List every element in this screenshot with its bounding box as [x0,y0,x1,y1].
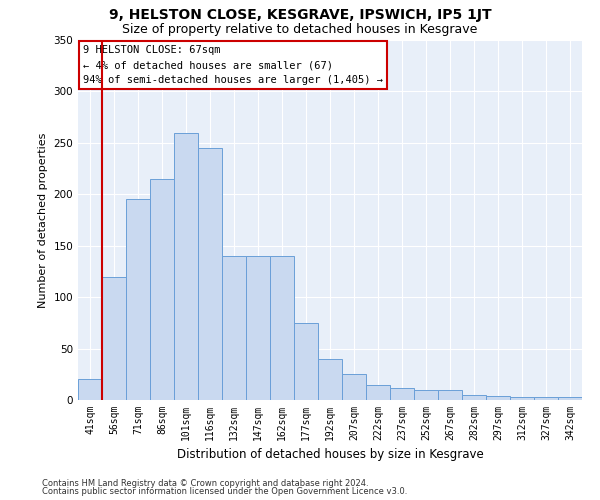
Bar [558,397,582,400]
Bar [198,148,222,400]
Y-axis label: Number of detached properties: Number of detached properties [38,132,48,308]
Text: Contains public sector information licensed under the Open Government Licence v3: Contains public sector information licen… [42,487,407,496]
Bar [438,390,462,400]
Bar [414,390,438,400]
Text: Size of property relative to detached houses in Kesgrave: Size of property relative to detached ho… [122,24,478,36]
Bar [342,374,366,400]
Bar [270,256,294,400]
Bar [150,179,174,400]
Bar [294,323,318,400]
Text: 9 HELSTON CLOSE: 67sqm
← 4% of detached houses are smaller (67)
94% of semi-deta: 9 HELSTON CLOSE: 67sqm ← 4% of detached … [83,46,383,85]
Bar [102,276,126,400]
Bar [486,396,510,400]
Bar [246,256,270,400]
Bar [174,132,198,400]
Bar [318,359,342,400]
Bar [462,395,486,400]
Text: 9, HELSTON CLOSE, KESGRAVE, IPSWICH, IP5 1JT: 9, HELSTON CLOSE, KESGRAVE, IPSWICH, IP5… [109,8,491,22]
Bar [126,200,150,400]
Bar [222,256,246,400]
Bar [534,397,558,400]
Text: Contains HM Land Registry data © Crown copyright and database right 2024.: Contains HM Land Registry data © Crown c… [42,478,368,488]
Bar [78,380,102,400]
Bar [390,388,414,400]
Bar [510,397,534,400]
X-axis label: Distribution of detached houses by size in Kesgrave: Distribution of detached houses by size … [176,448,484,462]
Bar [366,384,390,400]
